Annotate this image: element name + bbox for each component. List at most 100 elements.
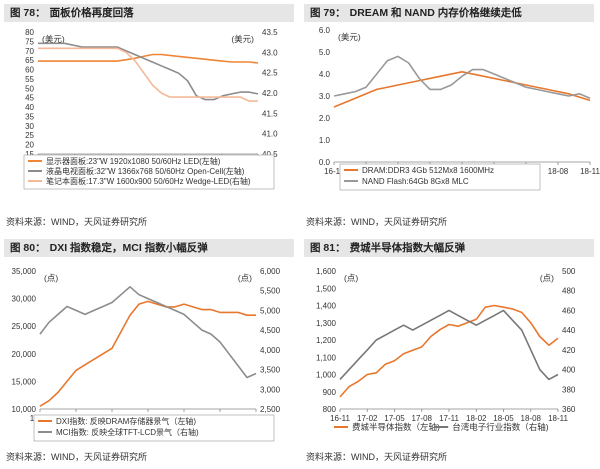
- chart-79: 0.01.02.03.04.05.06.0(美元)16-1117-0217-05…: [319, 26, 600, 191]
- y-left-tick-label: 0.0: [319, 158, 331, 167]
- y-left-tick-label: 30,000: [12, 295, 37, 304]
- series-line: [333, 55, 591, 99]
- y-right-tick-label: 460: [562, 306, 576, 315]
- y-left-tick-label: 3.0: [319, 92, 331, 101]
- y-right-tick-label: 380: [562, 385, 576, 394]
- y-left-tick-label: 15,000: [12, 377, 37, 386]
- y-right-tick-label: 5,500: [260, 287, 281, 296]
- legend-label: 显示器面板:23"W 1920x1080 50/60Hz LED(左轴): [46, 156, 221, 166]
- y-right-tick-label: 6,000: [260, 267, 281, 276]
- y-right-tick-label: 40.5: [262, 150, 278, 159]
- y-left-tick-label: 40: [25, 103, 34, 112]
- y-left-tick-label: 20,000: [12, 350, 37, 359]
- y-right-tick-label: 480: [562, 287, 576, 296]
- y-left-tick-label: 70: [25, 47, 34, 56]
- x-tick-label: 17-02: [357, 414, 378, 423]
- series-line: [39, 285, 257, 379]
- y-left-tick-label: 1,500: [316, 284, 337, 293]
- x-tick-label: 17-11: [439, 414, 459, 423]
- chart-title: 图 81： 费城半导体指数大幅反弹: [304, 239, 594, 257]
- chart-title-number: 图 79：: [310, 7, 346, 19]
- y-right-tick-label: 4,500: [260, 326, 281, 335]
- series-line: [38, 47, 258, 102]
- y-left-tick-label: 4.0: [319, 70, 331, 79]
- y-left-tick-label: 35: [25, 112, 34, 121]
- y-left-tick-label: 25: [25, 131, 34, 140]
- chart-source: 资料来源：WIND，天风证券研究所: [6, 452, 147, 462]
- y-right-tick-label: 3,000: [260, 385, 281, 394]
- y-right-tick-label: 400: [562, 366, 576, 375]
- y-left-tick-label: 1.0: [319, 136, 331, 145]
- y-right-tick-label: 5,000: [260, 306, 281, 315]
- legend-box: [339, 163, 541, 191]
- chart-title-text: DREAM 和 NAND 内存价格继续走低: [349, 7, 522, 19]
- y-left-tick-label: 10,000: [12, 405, 37, 414]
- y-right-tick-label: 440: [562, 326, 576, 335]
- chart-title: 图 80： DXI 指数稳定，MCI 指数小幅反弹: [4, 239, 294, 257]
- x-tick-label: 18-05: [493, 414, 514, 423]
- y-left-tick-label: 1,600: [316, 267, 337, 276]
- x-tick-label: 17-05: [384, 414, 405, 423]
- y-left-tick-label: 15: [25, 150, 34, 159]
- chart-title-text: DXI 指数稳定，MCI 指数小幅反弹: [49, 242, 208, 254]
- y-right-tick-label: 3,500: [260, 366, 281, 375]
- series-line: [39, 300, 256, 407]
- y-left-tick-label: 25,000: [12, 322, 37, 331]
- x-tick-label: 18-02: [466, 414, 487, 423]
- y-left-unit: (美元): [338, 32, 361, 42]
- x-tick-label: 18-08: [548, 167, 569, 176]
- y-left-tick-label: 1,000: [316, 371, 337, 380]
- legend-label: NAND Flash:64Gb 8Gx8 MLC: [362, 177, 469, 186]
- y-right-tick-label: 43.5: [262, 28, 278, 37]
- legend-label: DXI指数: 反映DRAM存储器景气（左轴): [56, 416, 196, 426]
- y-right-tick-label: 42.0: [262, 89, 278, 98]
- y-left-tick-label: 80: [25, 28, 34, 37]
- y-left-tick-label: 1,200: [316, 336, 337, 345]
- chart-title-text: 费城半导体指数大幅反弹: [349, 242, 466, 254]
- y-left-unit: (美元): [42, 34, 65, 44]
- y-left-tick-label: 45: [25, 94, 34, 103]
- panel-78: 图 78： 面板价格再度回落 15 20 25 30 35 40 45 50 55 60 65 70 75…: [0, 0, 300, 234]
- y-left-tick-label: 55: [25, 75, 34, 84]
- y-right-tick-label: 41.5: [262, 109, 278, 118]
- y-right-tick-label: 420: [562, 346, 576, 355]
- y-right-tick-label: 2,500: [260, 405, 281, 414]
- chart-title: 图 79： DREAM 和 NAND 内存价格继续走低: [304, 4, 594, 22]
- series-line: [333, 70, 591, 108]
- y-right-tick-label: 500: [562, 267, 576, 276]
- series-line: [38, 42, 259, 101]
- chart-source: 资料来源：WIND，天风证券研究所: [6, 217, 147, 227]
- chart-title: 图 78： 面板价格再度回落: [4, 4, 294, 22]
- y-left-unit: (点): [44, 273, 58, 283]
- y-left-tick-label: 1,100: [316, 353, 337, 362]
- legend-label: DRAM:DDR3 4Gb 512Mx8 1600MHz: [362, 166, 494, 175]
- y-left-unit: (点): [344, 273, 358, 283]
- chart-title-text: 面板价格再度回落: [49, 7, 134, 19]
- y-right-tick-label: 41.0: [262, 130, 278, 139]
- y-left-tick-label: 30: [25, 122, 34, 131]
- legend-box: [23, 154, 275, 190]
- x-tick-label: 17-08: [412, 414, 433, 423]
- y-right-tick-label: 42.5: [262, 69, 278, 78]
- panel-81: 图 81： 费城半导体指数大幅反弹 800 900 1,000 1,100 1,200 1,…: [300, 235, 600, 469]
- y-left-tick-label: 5.0: [319, 48, 331, 57]
- legend-label: MCI指数: 反映全球TFT-LCD景气（右轴): [56, 427, 199, 437]
- y-left-tick-label: 50: [25, 84, 34, 93]
- series-line: [339, 309, 559, 381]
- panel-79: 图 79： DREAM 和 NAND 内存价格继续走低 0.0 1.0 2.0 3.0 4…: [300, 0, 600, 234]
- y-left-tick-label: 800: [323, 405, 337, 414]
- legend-box: [33, 414, 275, 442]
- chart-title-number: 图 78：: [10, 7, 46, 19]
- chart-title-number: 图 81：: [310, 242, 346, 254]
- x-tick-label: 16-11: [330, 414, 350, 423]
- legend-label: 笔记本面板:17.3"W 1600x900 50/60Hz Wedge-LED(…: [46, 176, 251, 186]
- y-left-tick-label: 1,300: [316, 319, 337, 328]
- chart-source: 资料来源：WIND，天风证券研究所: [306, 217, 447, 227]
- y-right-tick-label: 43.0: [262, 48, 278, 57]
- y-right-unit: (点): [540, 273, 554, 283]
- legend-label: 液晶电视面板:32"W 1366x768 50/60Hz Open-Cell(左…: [46, 166, 245, 176]
- y-right-unit: (美元): [231, 34, 254, 44]
- y-left-tick-label: 75: [25, 37, 34, 46]
- chart-source: 资料来源：WIND，天风证券研究所: [306, 452, 447, 462]
